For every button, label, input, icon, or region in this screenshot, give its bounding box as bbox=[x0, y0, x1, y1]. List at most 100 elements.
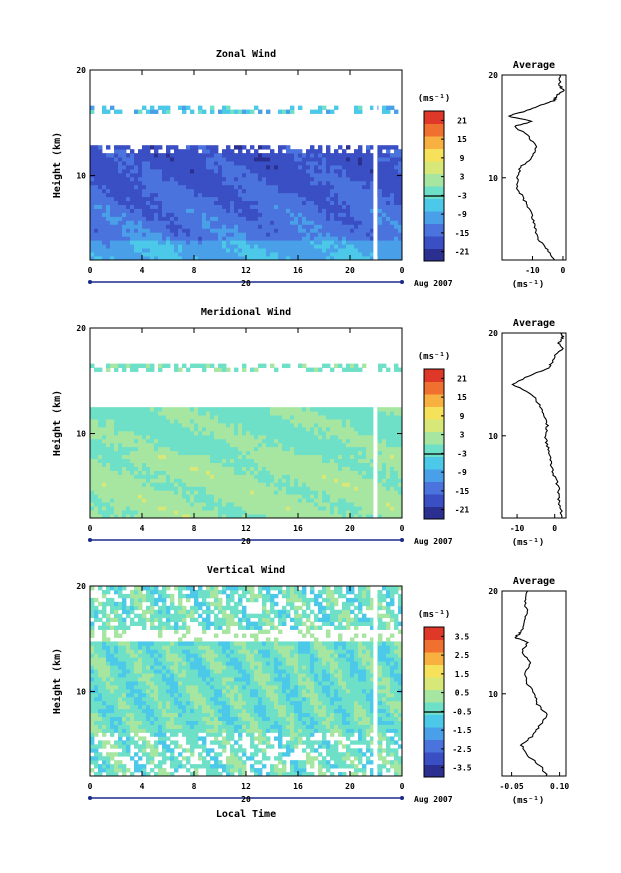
heatmap-cell bbox=[238, 419, 243, 424]
heatmap-cell bbox=[190, 224, 195, 229]
heatmap-cell bbox=[318, 165, 323, 170]
heatmap-cell bbox=[162, 407, 167, 412]
heatmap-cell bbox=[178, 236, 183, 241]
heatmap-cell bbox=[178, 367, 183, 372]
heatmap-cell bbox=[390, 490, 395, 495]
heatmap-cell bbox=[318, 208, 323, 213]
heatmap-cell bbox=[170, 232, 175, 237]
heatmap-cell bbox=[162, 109, 167, 114]
heatmap-cell bbox=[114, 673, 119, 678]
heatmap-cell bbox=[358, 407, 363, 412]
heatmap-cell bbox=[390, 172, 395, 178]
heatmap-cell bbox=[106, 145, 111, 150]
heatmap-cell bbox=[262, 172, 267, 178]
heatmap-cell bbox=[270, 470, 275, 475]
heatmap-cell bbox=[334, 228, 339, 233]
heatmap-cell bbox=[118, 168, 123, 174]
heatmap-cell bbox=[170, 506, 175, 511]
heatmap-cell bbox=[206, 442, 211, 448]
heatmap-cell bbox=[314, 426, 319, 432]
heatmap-cell bbox=[386, 176, 391, 182]
heatmap-cell bbox=[106, 228, 111, 233]
heatmap-cell bbox=[194, 458, 199, 463]
heatmap-cell bbox=[130, 506, 135, 511]
heatmap-cell bbox=[354, 510, 359, 515]
heatmap-cell bbox=[338, 426, 343, 432]
heatmap-cell bbox=[118, 248, 123, 253]
heatmap-cell bbox=[278, 446, 283, 452]
heatmap-cell bbox=[214, 462, 219, 467]
heatmap-cell bbox=[354, 232, 359, 237]
heatmap-cell bbox=[110, 728, 115, 733]
heatmap-cell bbox=[242, 168, 247, 174]
heatmap-cell bbox=[194, 165, 199, 170]
heatmap-cell bbox=[246, 212, 251, 217]
heatmap-cell bbox=[182, 466, 187, 471]
heatmap-cell bbox=[266, 172, 271, 178]
heatmap-cell bbox=[102, 510, 107, 515]
heatmap-cell bbox=[250, 153, 255, 158]
heatmap-cell bbox=[270, 165, 275, 170]
heatmap-cell bbox=[254, 486, 259, 491]
heatmap-cell bbox=[90, 625, 95, 630]
heatmap-cell bbox=[94, 232, 99, 237]
heatmap-cell bbox=[274, 157, 279, 162]
heatmap-cell bbox=[170, 442, 175, 448]
heatmap-cell bbox=[310, 176, 315, 182]
date-bar-start bbox=[88, 538, 92, 542]
heatmap-cell bbox=[282, 470, 287, 475]
heatmap-cell bbox=[98, 172, 103, 178]
heatmap-cell bbox=[318, 224, 323, 229]
heatmap-cell bbox=[386, 168, 391, 174]
date-bar-end bbox=[400, 538, 404, 542]
heatmap-cell bbox=[98, 740, 103, 745]
heatmap-cell bbox=[246, 478, 251, 483]
heatmap-cell bbox=[90, 434, 95, 440]
heatmap-cell bbox=[166, 236, 171, 241]
heatmap-cell bbox=[398, 415, 403, 420]
heatmap-cell bbox=[338, 220, 343, 225]
heatmap-cell bbox=[202, 415, 207, 420]
heatmap-cell bbox=[218, 506, 223, 511]
heatmap-cell bbox=[382, 438, 387, 444]
heatmap-cell bbox=[370, 244, 375, 249]
heatmap-cell bbox=[202, 184, 207, 190]
heatmap-cell bbox=[194, 216, 199, 221]
heatmap-cell bbox=[258, 196, 263, 202]
heatmap-cell bbox=[102, 661, 107, 666]
heatmap-cell bbox=[234, 204, 239, 209]
heatmap-cell bbox=[346, 462, 351, 467]
heatmap-cell bbox=[218, 498, 223, 503]
heatmap-cell bbox=[174, 188, 179, 194]
heatmap-cell bbox=[110, 752, 115, 757]
heatmap-cell bbox=[158, 236, 163, 241]
heatmap-cell bbox=[158, 228, 163, 233]
heatmap-cell bbox=[114, 752, 119, 757]
heatmap-cell bbox=[118, 494, 123, 499]
heatmap-cell bbox=[222, 363, 227, 368]
heatmap-cell bbox=[122, 180, 127, 186]
heatmap-cell bbox=[254, 470, 259, 475]
heatmap-cell bbox=[154, 494, 159, 499]
heatmap-cell bbox=[186, 240, 191, 245]
heatmap-cell bbox=[386, 109, 391, 114]
heatmap-cell bbox=[334, 478, 339, 483]
heatmap-cell bbox=[274, 478, 279, 483]
heatmap-cell bbox=[102, 220, 107, 225]
heatmap-cell bbox=[230, 228, 235, 233]
heatmap-cell bbox=[98, 466, 103, 471]
heatmap-cell bbox=[142, 216, 147, 221]
heatmap-cell bbox=[366, 153, 371, 158]
heatmap-cell bbox=[282, 220, 287, 225]
heatmap-cell bbox=[166, 450, 171, 456]
heatmap-cell bbox=[102, 486, 107, 491]
heatmap-cell bbox=[126, 434, 131, 440]
heatmap-cell bbox=[106, 621, 111, 626]
heatmap-cell bbox=[362, 228, 367, 233]
heatmap-cell bbox=[90, 454, 95, 460]
heatmap-cell bbox=[106, 760, 111, 765]
heatmap-cell bbox=[310, 228, 315, 233]
heatmap-cell bbox=[350, 446, 355, 452]
heatmap-cell bbox=[130, 498, 135, 503]
heatmap-cell bbox=[246, 220, 251, 225]
